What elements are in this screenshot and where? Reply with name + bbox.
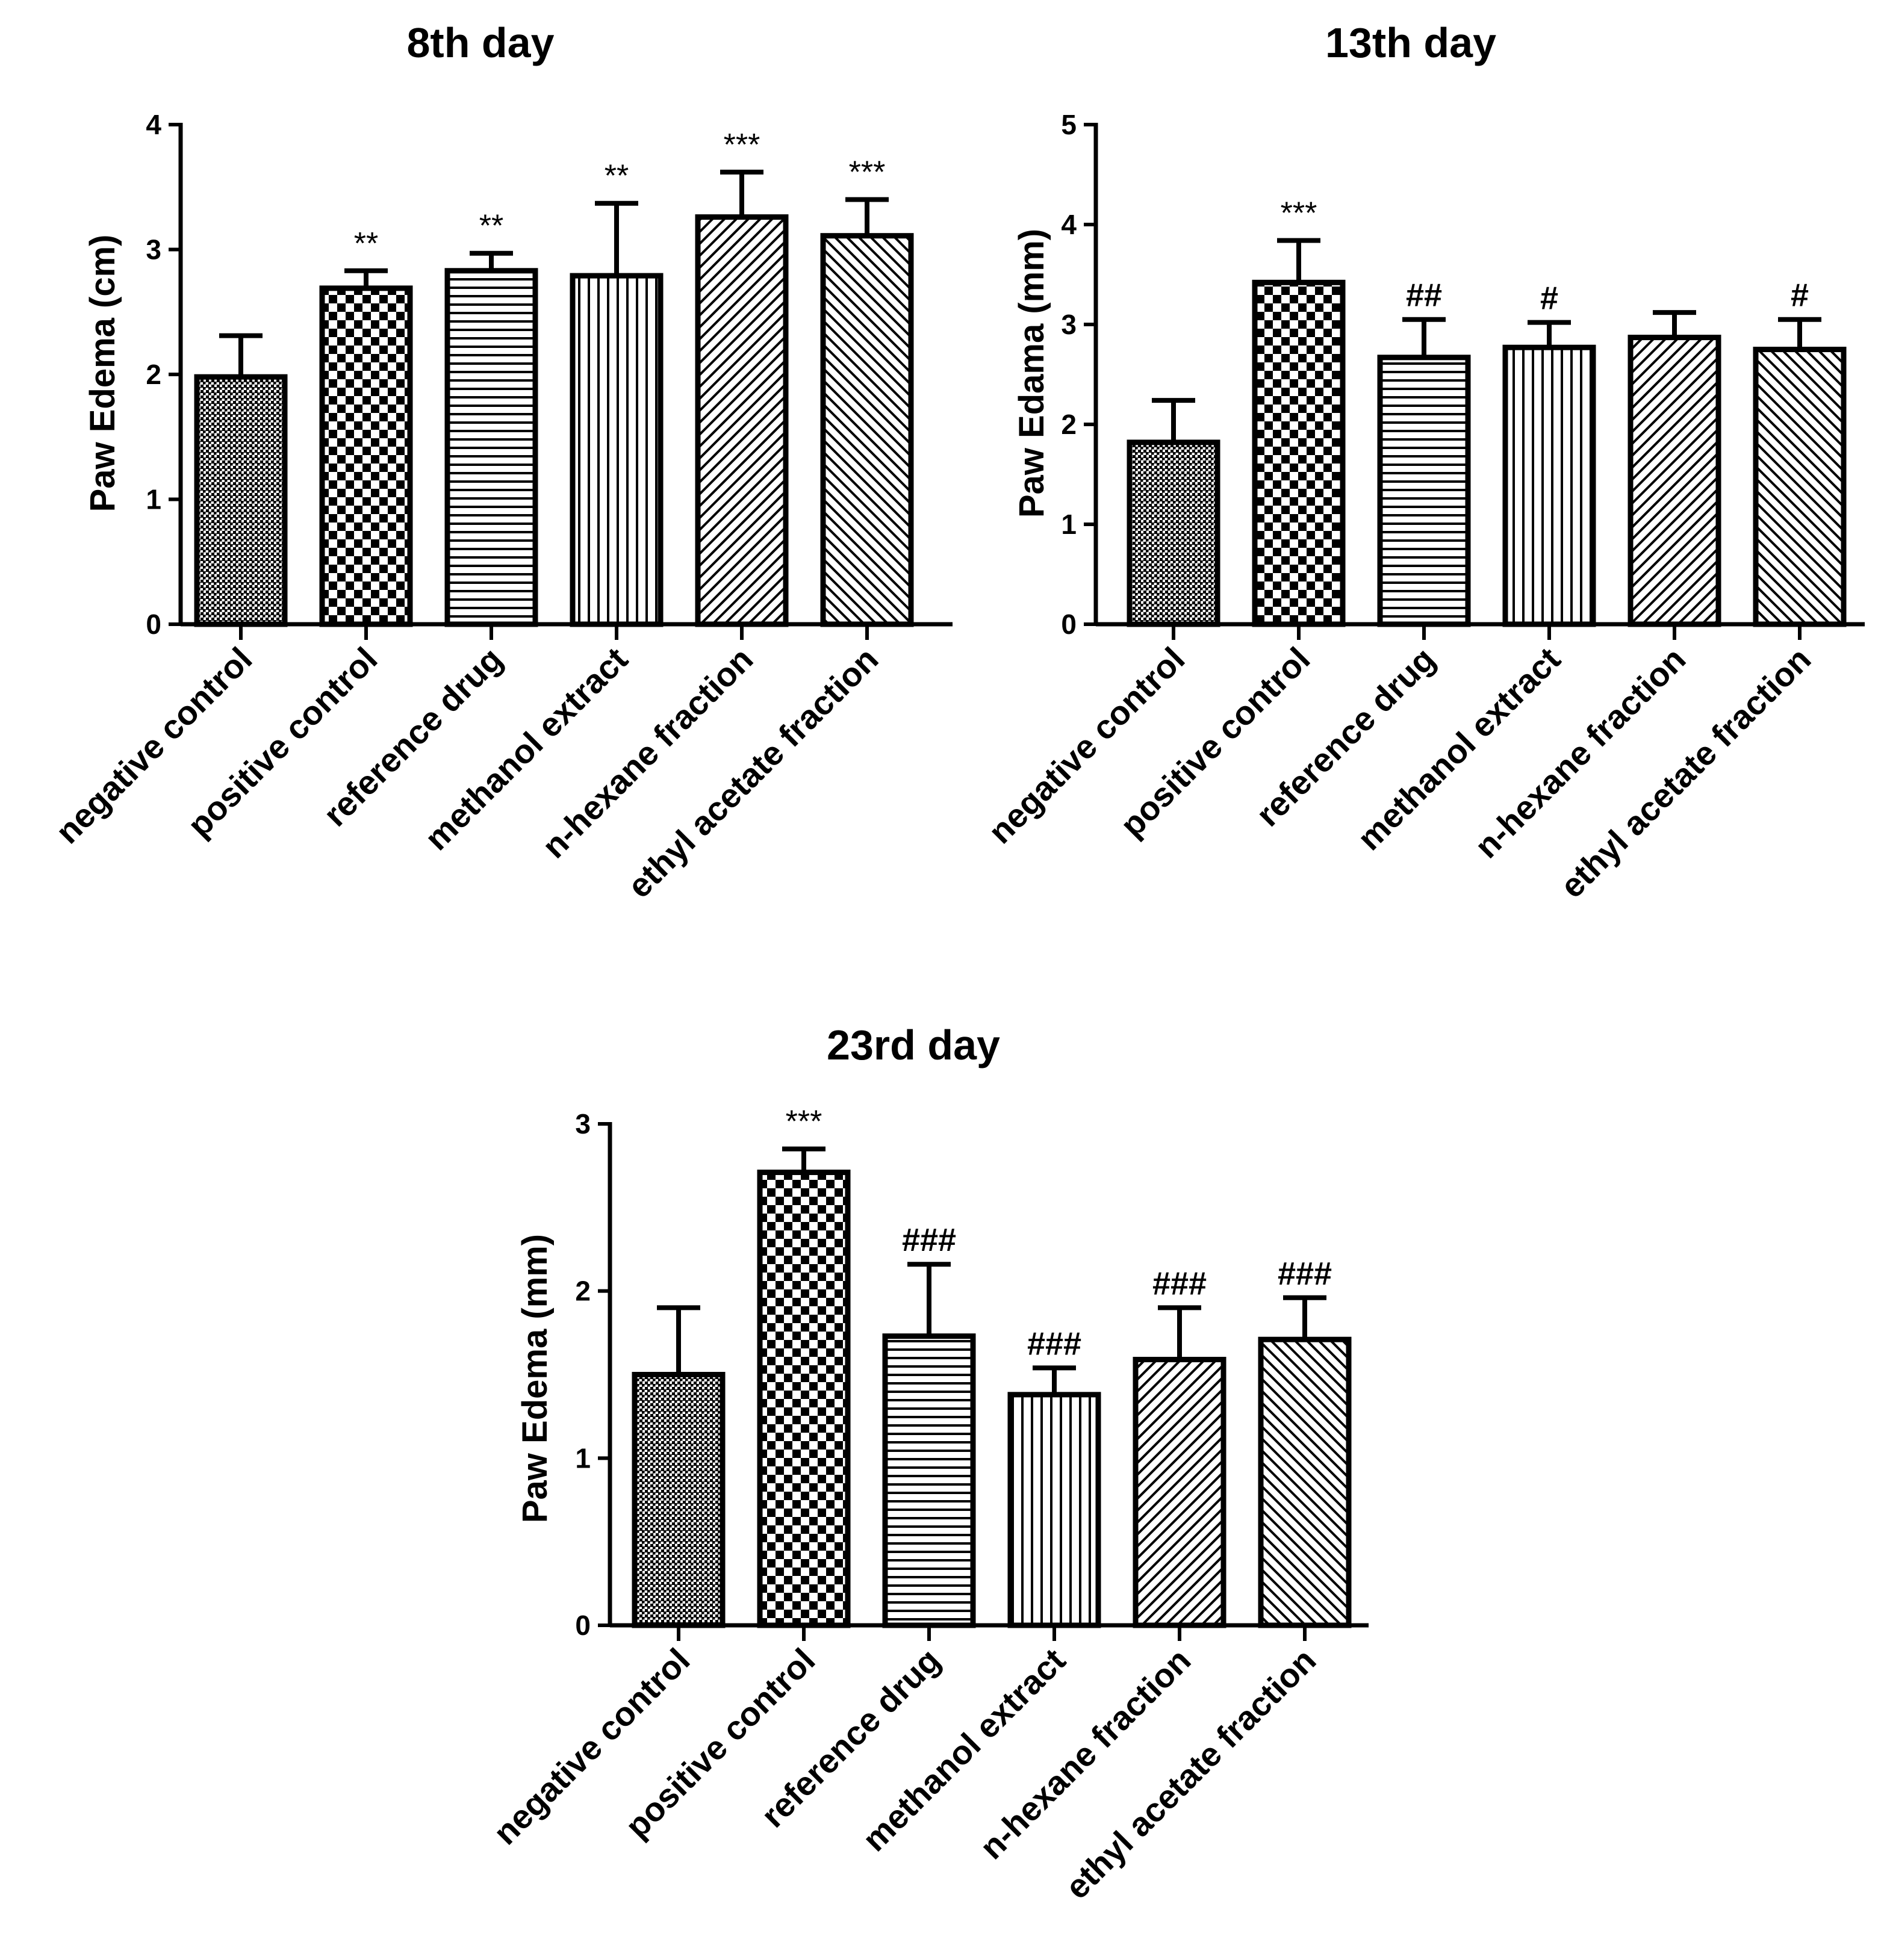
significance-label: ### [1278,1256,1332,1292]
y-axis-label: Paw Edema (cm) [83,235,122,512]
significance-label: # [1791,278,1809,314]
x-tick-label: n-hexane fraction [1467,640,1693,866]
significance-label: ### [1027,1326,1081,1362]
chart-title: 8th day [406,19,554,66]
y-tick-label: 2 [146,359,161,390]
x-tick-label: ethyl acetate fraction [1058,1641,1323,1906]
y-tick-label: 1 [146,484,161,515]
y-axis-label: Paw Edema (mm) [515,1234,555,1523]
significance-label: ## [1406,278,1442,314]
significance-label: *** [724,128,760,163]
bar [444,268,538,627]
bar [757,1170,851,1628]
bar [882,1333,976,1628]
chart-title: 13th day [1325,19,1496,66]
y-tick-label: 5 [1061,109,1077,140]
significance-label: ** [479,209,503,244]
chart-title: 23rd day [827,1022,1000,1068]
bar [1628,335,1721,627]
x-tick-label: ethyl acetate fraction [1553,640,1818,905]
bar [319,285,413,627]
bar [570,273,664,627]
bar [1753,347,1847,627]
significance-label: ** [354,226,378,261]
significance-label: *** [849,155,886,190]
significance-label: *** [1281,196,1317,231]
bar [1127,439,1220,627]
y-axis-label: Paw Edama (mm) [1012,229,1051,518]
x-tick-label: n-hexane fraction [972,1641,1198,1867]
significance-label: # [1540,281,1558,317]
y-tick-label: 0 [575,1610,591,1641]
bar [820,233,914,627]
x-tick-label: n-hexane fraction [535,640,760,866]
y-tick-label: 4 [1061,209,1077,240]
bar [1377,355,1471,627]
y-tick-label: 2 [1061,409,1077,440]
y-tick-label: 0 [146,609,161,640]
y-tick-label: 3 [1061,309,1077,340]
y-tick-label: 3 [146,234,161,265]
y-tick-label: 1 [1061,509,1077,540]
y-tick-label: 2 [575,1276,591,1307]
bar [1133,1357,1226,1628]
significance-label: ### [1152,1265,1207,1301]
y-tick-label: 3 [575,1108,591,1140]
bar [1007,1392,1101,1628]
bar [1502,344,1596,627]
significance-label: ** [605,159,629,194]
bar [632,1372,726,1628]
bar [194,374,288,627]
y-tick-label: 1 [575,1442,591,1474]
bar [695,214,789,627]
significance-label: ### [902,1222,956,1258]
bar [1258,1336,1352,1628]
y-tick-label: 0 [1061,609,1077,640]
significance-label: *** [786,1105,822,1140]
y-tick-label: 4 [146,109,161,140]
x-tick-label: ethyl acetate fraction [620,640,886,905]
bar [1252,279,1346,627]
